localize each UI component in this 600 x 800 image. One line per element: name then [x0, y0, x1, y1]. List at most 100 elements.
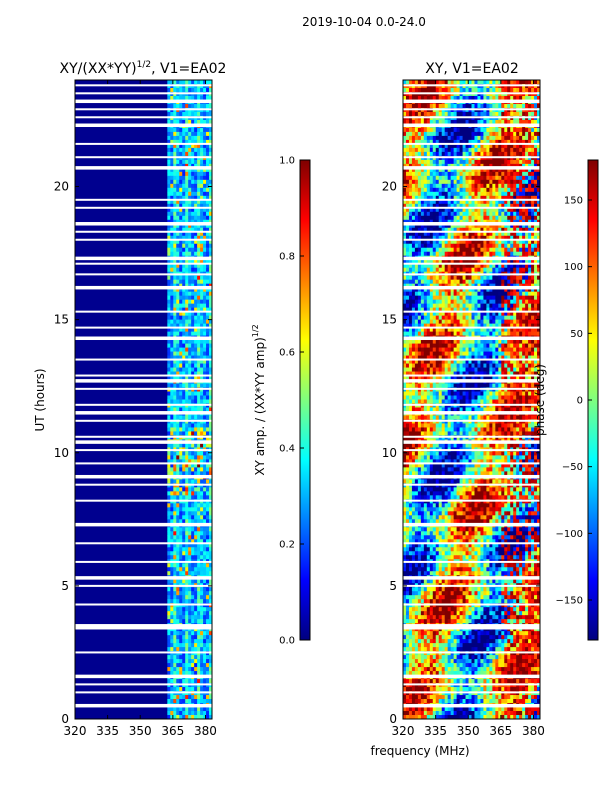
- gap-row: [75, 285, 212, 290]
- gap-row: [75, 435, 212, 438]
- gap-row: [75, 603, 212, 606]
- gap-row: [75, 584, 212, 587]
- right-panel: XY, V1=EA02 320 335 350 365 380 0 5 10 15 20 fre…: [370, 61, 544, 758]
- x-tick-label: 365: [161, 724, 184, 738]
- gap-row: [75, 156, 212, 159]
- gap-row: [403, 440, 540, 444]
- y-axis-label: UT (hours): [33, 368, 47, 431]
- y-tick-label: 15: [54, 313, 69, 327]
- gap-row: [403, 703, 540, 708]
- gap-row: [75, 379, 212, 383]
- gap-row: [403, 222, 540, 226]
- gap-row: [75, 542, 212, 545]
- gap-row: [403, 99, 540, 104]
- gap-row: [75, 419, 212, 422]
- gap-row: [403, 603, 540, 606]
- gap-row: [75, 374, 212, 377]
- gap-row: [403, 674, 540, 679]
- gap-row: [75, 474, 212, 479]
- gap-row: [75, 624, 212, 628]
- gap-row: [75, 449, 212, 452]
- gap-row: [403, 499, 540, 502]
- x-tick-label: 320: [392, 724, 415, 738]
- colorbar-tick-label: 0.4: [279, 444, 295, 455]
- gap-row: [75, 387, 212, 390]
- right-panel-title: XY, V1=EA02: [425, 61, 519, 77]
- colorbar-tick-label: 150: [564, 196, 583, 207]
- gap-row: [75, 703, 212, 708]
- x-tick-label: 335: [96, 724, 119, 738]
- gap-row: [75, 462, 212, 465]
- right-colorbar-ticks: 150 100 50 0 −50 −100 −150: [556, 196, 592, 607]
- left-x-axis: 320 335 350 365 380: [64, 80, 217, 738]
- gap-row: [75, 238, 212, 241]
- gap-row: [75, 123, 212, 128]
- x-tick-label: 365: [489, 724, 512, 738]
- gap-row: [75, 483, 212, 486]
- gap-row: [75, 674, 212, 679]
- gap-row: [75, 411, 212, 415]
- gap-row: [403, 198, 540, 201]
- gap-row: [403, 156, 540, 159]
- left-panel: XY/(XX*YY)1/2, V1=EA02 320 335 350 365 380 0…: [33, 60, 226, 738]
- left-gap-rows: [75, 84, 212, 708]
- gap-row: [403, 92, 540, 95]
- gap-row: [403, 273, 540, 276]
- left-colorbar-scale: [299, 159, 311, 641]
- gap-row: [403, 449, 540, 452]
- figure-suptitle: 2019-10-04 0.0-24.0: [302, 15, 426, 29]
- y-tick-label: 5: [389, 579, 397, 593]
- left-y-axis: 0 5 10 15 20: [54, 180, 212, 726]
- gap-row: [403, 387, 540, 390]
- right-gap-rows: [403, 84, 540, 708]
- gap-row: [403, 483, 540, 486]
- gap-row: [75, 691, 212, 694]
- y-tick-label: 5: [61, 579, 69, 593]
- x-tick-label: 350: [457, 724, 480, 738]
- gap-row: [75, 627, 212, 630]
- colorbar-tick-label: 0: [577, 396, 583, 407]
- gap-row: [75, 142, 212, 145]
- left-heatmap: [75, 80, 213, 720]
- gap-row: [403, 576, 540, 580]
- gap-row: [75, 440, 212, 444]
- right-heatmap: [403, 80, 541, 720]
- gap-row: [403, 651, 540, 654]
- left-colorbar: 0.0 0.2 0.4 0.6 0.8 1.0 XY amp. / (XX*YY amp)…: [251, 156, 311, 647]
- colorbar-tick-label: 100: [564, 262, 583, 273]
- gap-row: [403, 84, 540, 87]
- gap-row: [403, 474, 540, 479]
- gap-row: [403, 358, 540, 361]
- gap-row: [403, 142, 540, 145]
- gap-row: [403, 374, 540, 377]
- colorbar-tick-label: 0.6: [279, 348, 295, 359]
- gap-row: [403, 419, 540, 422]
- left-colorbar-label: XY amp. / (XX*YY amp)1/2: [251, 324, 267, 475]
- y-tick-label: 0: [389, 712, 397, 726]
- gap-row: [403, 462, 540, 465]
- gap-row: [75, 560, 212, 563]
- gap-row: [75, 230, 212, 233]
- gap-row: [403, 310, 540, 313]
- gap-row: [75, 499, 212, 502]
- x-tick-label: 335: [424, 724, 447, 738]
- gap-row: [75, 683, 212, 686]
- colorbar-tick-label: 0.2: [279, 540, 295, 551]
- left-colorbar-ticks: 0.0 0.2 0.4 0.6 0.8 1.0: [279, 156, 304, 647]
- gap-row: [75, 206, 212, 209]
- left-plot-frame: [74, 79, 213, 720]
- gap-row: [75, 108, 212, 111]
- gap-row: [75, 358, 212, 361]
- gap-row: [403, 683, 540, 686]
- gap-row: [75, 116, 212, 119]
- gap-row: [75, 522, 212, 527]
- gap-row: [403, 238, 540, 241]
- gap-row: [403, 256, 540, 261]
- gap-row: [403, 542, 540, 545]
- gap-row: [403, 560, 540, 563]
- right-y-axis: 0 5 10 15 20: [382, 180, 540, 726]
- colorbar-tick-label: 50: [570, 329, 583, 340]
- colorbar-tick-label: −50: [562, 462, 583, 473]
- gap-row: [75, 403, 212, 406]
